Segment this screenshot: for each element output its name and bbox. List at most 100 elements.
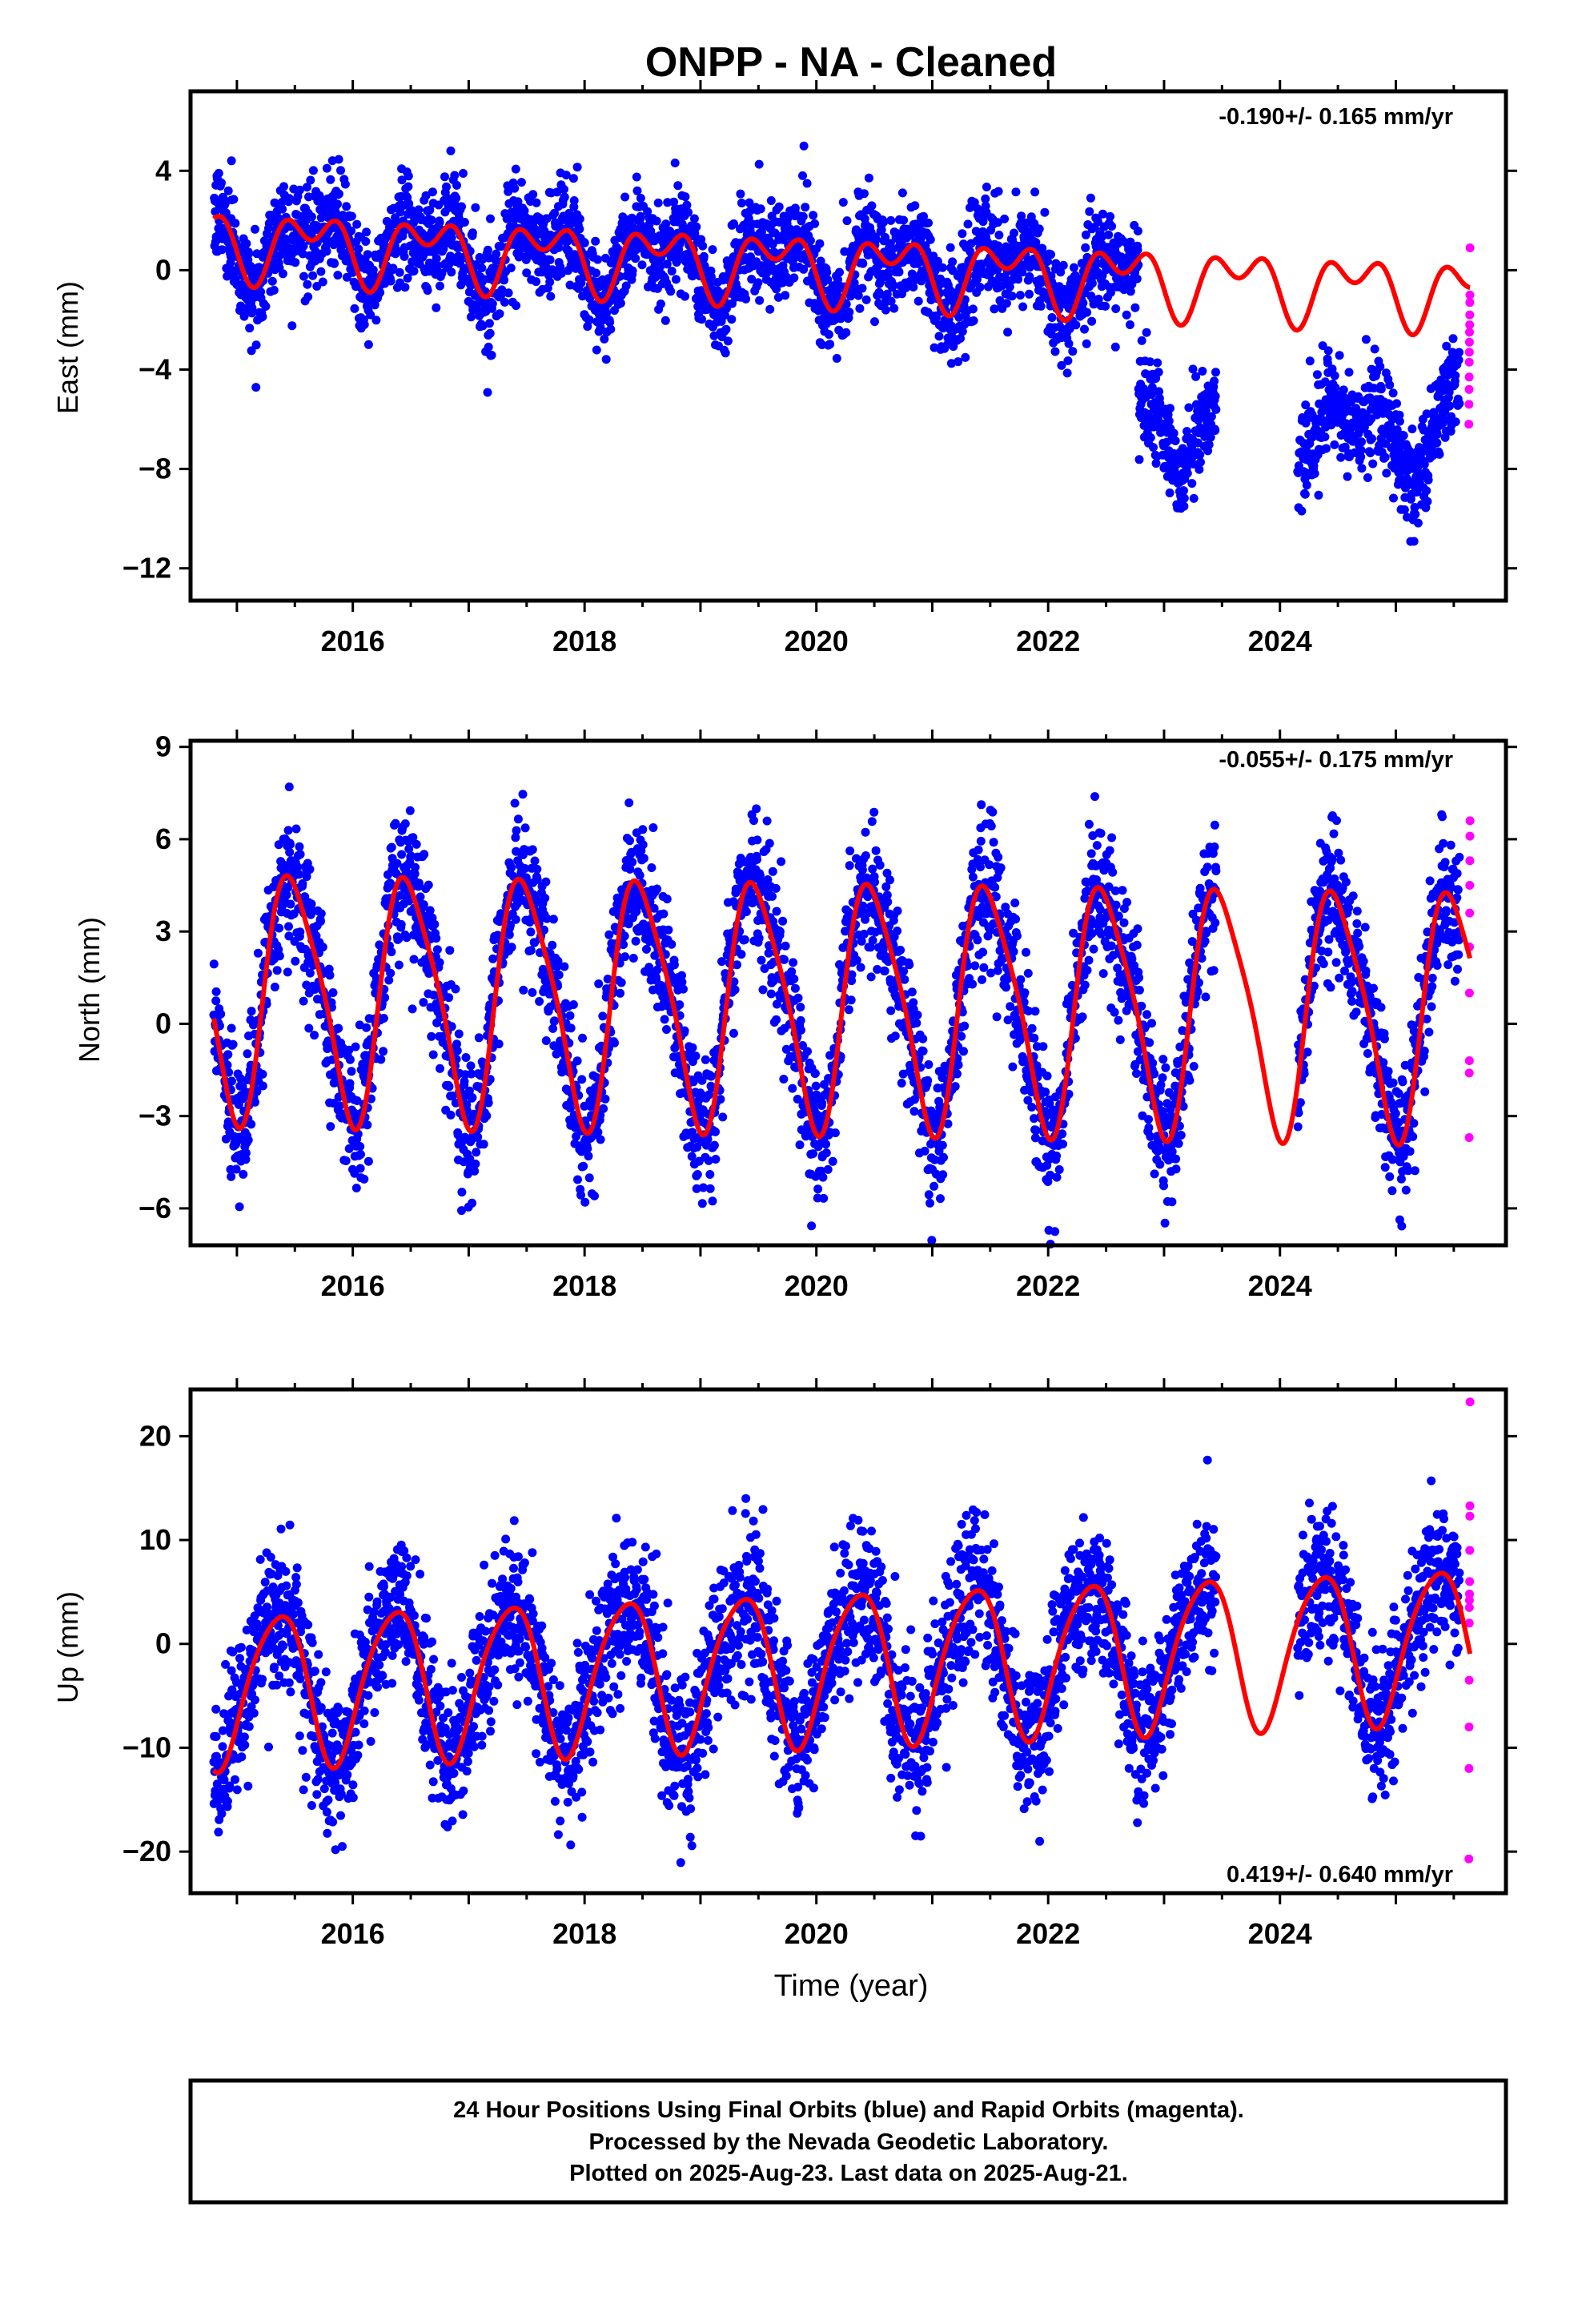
east-data-point	[1170, 436, 1180, 445]
north-data-point	[604, 930, 614, 939]
north-data-point	[468, 1198, 477, 1208]
east-x-tick-label: 2020	[785, 625, 849, 657]
east-data-point	[1395, 416, 1404, 426]
east-data-point	[982, 183, 991, 191]
east-data-point	[592, 268, 600, 278]
east-data-point	[681, 192, 690, 202]
north-data-point	[680, 1026, 689, 1035]
east-data-point	[897, 188, 907, 198]
north-data-point	[387, 947, 396, 957]
east-data-point	[810, 219, 820, 228]
east-data-point	[447, 267, 456, 277]
east-data-point	[1302, 480, 1311, 490]
north-data-point	[362, 1023, 371, 1032]
east-data-point	[1455, 399, 1464, 408]
north-data-point	[239, 1169, 248, 1179]
east-data-point	[798, 171, 807, 180]
east-data-point	[231, 219, 240, 228]
east-data-point	[620, 192, 630, 202]
east-data-point	[375, 287, 385, 297]
east-data-point	[316, 267, 326, 276]
north-data-point	[428, 1050, 438, 1059]
east-data-point	[435, 218, 444, 227]
east-data-point	[1149, 443, 1158, 452]
east-data-point	[1166, 404, 1174, 413]
east-data-point	[601, 355, 611, 364]
east-data-point	[652, 216, 661, 226]
east-data-point	[1323, 346, 1333, 356]
east-data-point	[403, 273, 412, 283]
east-data-point	[442, 182, 451, 191]
north-data-point	[638, 825, 648, 834]
east-data-point	[753, 278, 763, 287]
north-data-point	[325, 971, 335, 980]
east-data-point	[269, 285, 279, 295]
east-data-point	[1198, 367, 1207, 376]
east-x-tick-label: 2018	[552, 625, 616, 657]
east-data-point	[1366, 448, 1375, 457]
north-data-point	[411, 862, 420, 872]
north-data-point	[528, 845, 537, 854]
east-data-point	[510, 183, 520, 193]
east-data-point	[466, 312, 476, 322]
north-data-point	[554, 970, 564, 979]
east-data-point	[331, 207, 340, 217]
east-data-point	[1122, 310, 1131, 320]
east-data-point	[1409, 537, 1419, 546]
east-data-point	[440, 172, 449, 182]
north-data-point	[427, 1031, 436, 1041]
east-data-point	[1051, 259, 1061, 268]
north-data-point	[579, 1161, 588, 1171]
east-data-point	[858, 259, 868, 268]
east-y-tick-label: −8	[139, 452, 171, 485]
east-data-point	[1087, 279, 1097, 288]
east-data-point	[1080, 324, 1089, 334]
east-data-point	[220, 199, 230, 208]
east-data-point	[1451, 417, 1460, 427]
east-data-point	[437, 268, 447, 278]
north-data-point	[628, 954, 638, 963]
north-data-point	[541, 1036, 551, 1045]
east-data-point	[692, 222, 701, 231]
east-data-point	[768, 239, 777, 249]
east-data-point	[969, 316, 978, 325]
east-data-point	[1423, 497, 1432, 506]
east-data-point	[1087, 316, 1097, 326]
north-data-point	[394, 960, 404, 970]
east-data-point	[596, 323, 605, 332]
east-data-point	[556, 262, 565, 271]
east-data-point	[361, 237, 371, 246]
east-data-point	[1432, 429, 1442, 439]
north-data-point	[379, 1014, 388, 1023]
north-data-point	[507, 862, 516, 872]
east-data-point	[663, 198, 673, 207]
east-data-point	[423, 286, 432, 296]
north-data-point	[528, 987, 537, 997]
north-data-point	[526, 946, 536, 955]
north-data-point	[594, 979, 604, 988]
east-data-point	[478, 321, 488, 331]
east-rapid-point	[1464, 348, 1474, 357]
north-data-point	[412, 839, 421, 849]
east-data-point	[520, 206, 529, 215]
east-data-point	[697, 315, 706, 324]
north-data-point	[270, 983, 279, 991]
north-data-point	[376, 1055, 386, 1064]
east-data-point	[656, 261, 665, 271]
east-data-point	[747, 275, 757, 284]
north-data-point	[275, 923, 284, 933]
east-data-point	[450, 171, 460, 180]
east-data-point	[894, 267, 904, 277]
east-data-point	[298, 249, 307, 259]
north-data-point	[572, 1056, 582, 1066]
north-data-point	[247, 1120, 256, 1129]
east-data-point	[593, 255, 602, 264]
east-data-point	[244, 249, 254, 259]
north-data-point	[466, 1061, 476, 1071]
east-data-point	[303, 292, 313, 302]
north-data-point	[512, 826, 521, 835]
north-data-point	[568, 1000, 578, 1009]
east-data-point	[600, 334, 609, 344]
east-data-point	[264, 219, 274, 228]
north-data-point	[275, 951, 284, 961]
